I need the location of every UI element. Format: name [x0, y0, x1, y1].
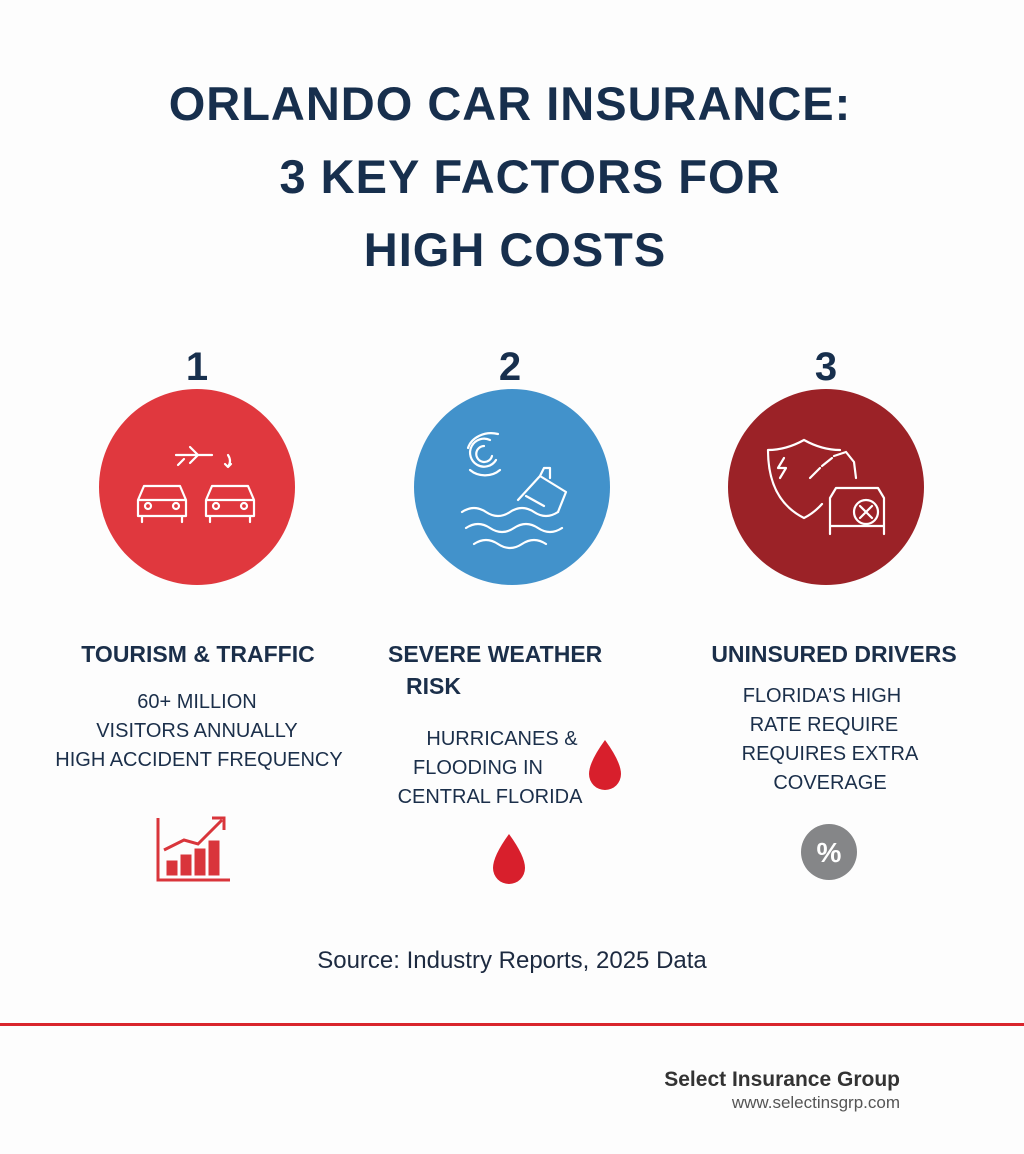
factor-number: 3 [815, 345, 837, 389]
percent-badge-text: % [817, 837, 842, 868]
factor-body: VISITORS ANNUALLY [96, 720, 298, 742]
factor-body: FLORIDA’S HIGH [743, 685, 902, 707]
title-line: HIGH COSTS [364, 223, 666, 276]
factor-heading: SEVERE WEATHER [388, 641, 603, 667]
source: Source: Industry Reports, 2025 Data [317, 947, 707, 974]
factor-body: HURRICANES & [426, 728, 578, 750]
shield-icon [766, 438, 886, 536]
factor-body: RATE REQUIRE [750, 714, 899, 736]
website: www.selectinsgrp.com [731, 1093, 900, 1112]
factor-body: CENTRAL FLORIDA [398, 786, 584, 808]
title-line: ORLANDO CAR INSURANCE: [169, 77, 852, 130]
factor-heading: TOURISM & TRAFFIC [81, 641, 314, 667]
company-name: Select Insurance Group [664, 1068, 900, 1091]
cars-icon [136, 445, 256, 524]
factor-circle [414, 389, 610, 585]
factor-body: 60+ MILLION [137, 691, 257, 713]
factor-number: 2 [499, 345, 521, 389]
factor-heading: UNINSURED DRIVERS [711, 641, 956, 667]
factor-body: COVERAGE [773, 772, 886, 794]
factor-body: REQUIRES EXTRA [742, 743, 919, 765]
chart-icon [156, 816, 230, 882]
title-line: 3 KEY FACTORS FOR [279, 150, 780, 203]
percent-badge [801, 824, 857, 880]
divider [0, 1023, 1024, 1026]
factor-number: 1 [186, 345, 208, 389]
factor-heading: RISK [406, 673, 461, 699]
factor-circle [99, 389, 295, 585]
factor-circle [728, 389, 924, 585]
drop-icon [493, 834, 525, 884]
weather-icon [460, 432, 568, 550]
factor-body: HIGH ACCIDENT FREQUENCY [55, 749, 342, 771]
factor-body: FLOODING IN [413, 757, 543, 779]
drop-icon [589, 740, 621, 790]
